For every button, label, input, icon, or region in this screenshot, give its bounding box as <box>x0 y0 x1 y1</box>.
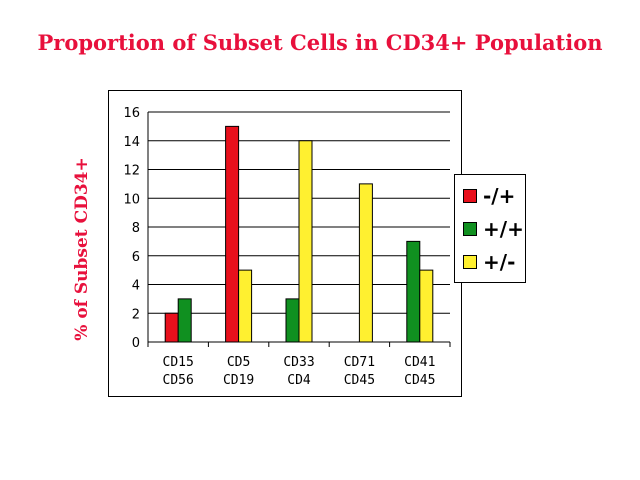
bar <box>419 269 434 343</box>
y-tick-label: 10 <box>123 192 140 207</box>
x-category-label: CD33 <box>283 355 314 370</box>
legend-item-neg-pos: -/+ <box>463 183 515 209</box>
bar <box>177 298 192 343</box>
legend-item-pos-pos: +/+ <box>463 216 524 242</box>
x-category-label: CD45 <box>404 373 435 388</box>
bar <box>164 312 179 343</box>
legend-swatch-pos-neg <box>463 255 477 269</box>
x-category-label: CD71 <box>344 355 375 370</box>
legend-label-neg-pos: -/+ <box>483 184 516 208</box>
y-tick-label: 12 <box>123 164 140 179</box>
legend: -/+ +/+ +/- <box>454 174 526 283</box>
legend-label-pos-neg: +/- <box>483 250 516 274</box>
bar <box>225 125 240 343</box>
y-tick-label: 14 <box>123 135 140 150</box>
x-category-label: CD41 <box>404 355 435 370</box>
y-tick-label: 8 <box>132 221 140 236</box>
y-tick-label: 2 <box>132 307 140 322</box>
legend-label-pos-pos: +/+ <box>483 217 524 241</box>
x-category-label: CD5 <box>227 355 250 370</box>
y-tick-label: 16 <box>123 106 140 121</box>
x-category-label: CD19 <box>223 373 254 388</box>
legend-item-pos-neg: +/- <box>463 249 515 275</box>
y-tick-label: 4 <box>132 279 140 294</box>
x-category-label: CD45 <box>344 373 375 388</box>
y-tick-label: 6 <box>132 250 140 265</box>
x-category-label: CD15 <box>163 355 194 370</box>
bar <box>238 269 253 343</box>
bar <box>406 240 421 343</box>
y-tick-label: 0 <box>132 336 140 351</box>
chart-title: Proportion of Subset Cells in CD34+ Popu… <box>37 30 603 55</box>
legend-swatch-pos-pos <box>463 222 477 236</box>
bar <box>358 183 373 343</box>
legend-swatch-neg-pos <box>463 189 477 203</box>
bar <box>285 298 300 343</box>
x-category-label: CD4 <box>287 373 311 388</box>
x-category-label: CD56 <box>163 373 194 388</box>
bar <box>298 140 313 343</box>
